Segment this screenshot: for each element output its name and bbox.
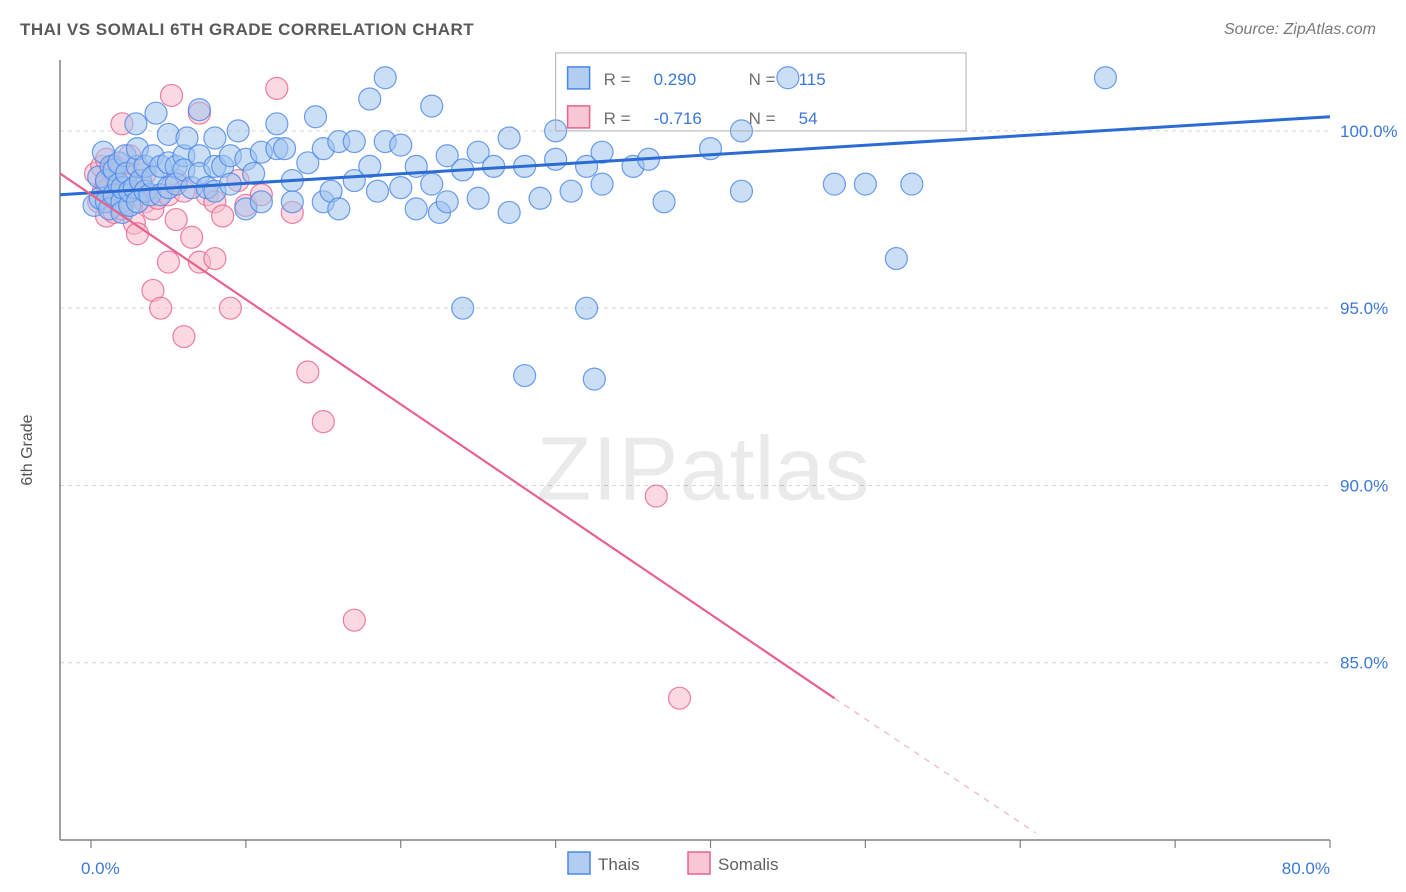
svg-text:N =: N = bbox=[749, 70, 776, 89]
svg-text:80.0%: 80.0% bbox=[1282, 859, 1330, 878]
svg-text:Somalis: Somalis bbox=[718, 855, 778, 874]
svg-text:0.290: 0.290 bbox=[654, 70, 697, 89]
chart-source: Source: ZipAtlas.com bbox=[1224, 21, 1376, 39]
svg-text:90.0%: 90.0% bbox=[1340, 476, 1388, 495]
svg-text:100.0%: 100.0% bbox=[1340, 122, 1398, 141]
svg-text:Thais: Thais bbox=[598, 855, 640, 874]
svg-text:R =: R = bbox=[604, 109, 631, 128]
chart-area: 85.0% 90.0% 95.0% 100.0% 0.0% 80.0% 6th Grade R… bbox=[0, 50, 1406, 890]
svg-text:R =: R = bbox=[604, 70, 631, 89]
svg-text:115: 115 bbox=[799, 70, 826, 89]
svg-text:0.0%: 0.0% bbox=[81, 859, 120, 878]
svg-text:95.0%: 95.0% bbox=[1340, 299, 1388, 318]
scatter-chart-svg: 85.0% 90.0% 95.0% 100.0% 0.0% 80.0% 6th Grade R… bbox=[0, 50, 1406, 890]
svg-text:N =: N = bbox=[749, 109, 776, 128]
svg-text:6th Grade: 6th Grade bbox=[19, 414, 36, 485]
svg-text:-0.716: -0.716 bbox=[654, 109, 702, 128]
svg-text:85.0%: 85.0% bbox=[1340, 654, 1388, 673]
svg-text:54: 54 bbox=[799, 109, 818, 128]
chart-header: THAI VS SOMALI 6TH GRADE CORRELATION CHA… bbox=[0, 0, 1406, 50]
chart-title: THAI VS SOMALI 6TH GRADE CORRELATION CHA… bbox=[20, 20, 474, 40]
